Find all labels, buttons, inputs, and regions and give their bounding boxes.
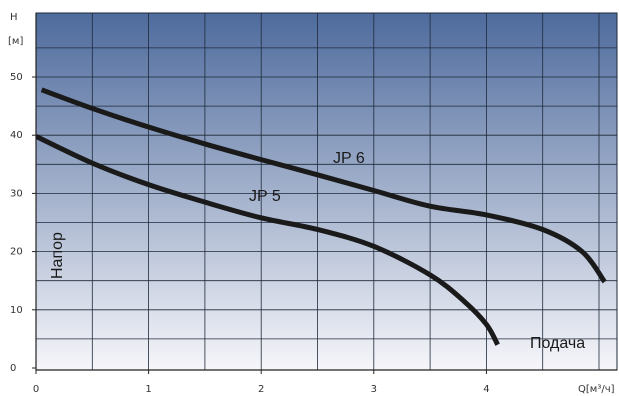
y-tick-label: 20 (10, 247, 23, 258)
x-axis-title: Q[м³/ч] (578, 384, 615, 395)
y-tick-label: 0 (10, 363, 16, 374)
y-axis-title: H (10, 12, 18, 23)
y-tick-label: 30 (10, 188, 23, 199)
x-tick-label: 3 (371, 384, 377, 395)
annotation-flow: Подача (530, 335, 585, 352)
y-tick-label: 10 (10, 305, 23, 316)
x-tick-label: 0 (33, 384, 39, 395)
y-tick-label: 40 (10, 130, 23, 141)
y-axis-unit: [м] (8, 36, 23, 47)
x-tick-label: 1 (145, 384, 151, 395)
y-tick-label: 50 (10, 72, 23, 83)
x-tick-label: 4 (483, 384, 489, 395)
annotation-head: Напор (49, 232, 66, 279)
series-label-jp-6: JP 6 (333, 150, 365, 167)
plot-area (36, 13, 617, 370)
x-tick-label: 2 (258, 384, 264, 395)
series-label-jp-5: JP 5 (249, 188, 281, 205)
